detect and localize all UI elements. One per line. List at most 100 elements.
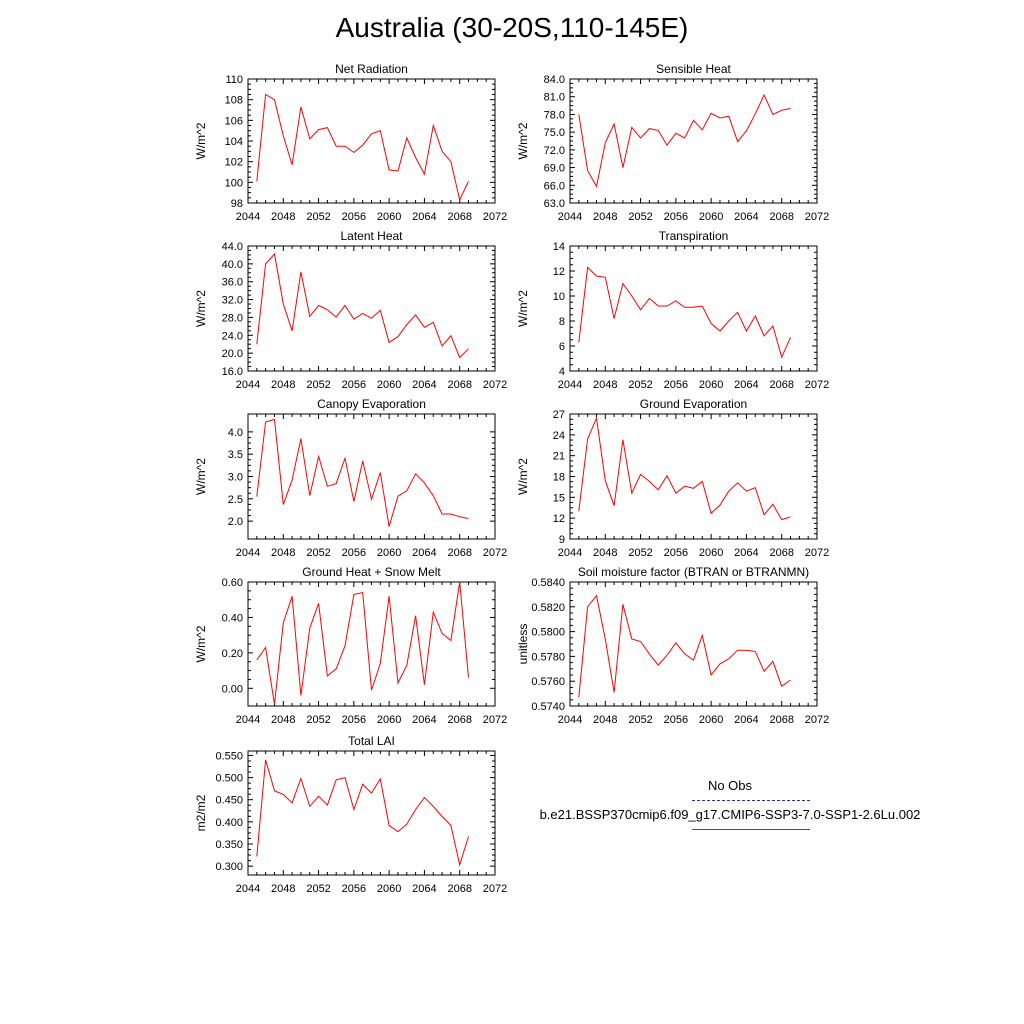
x-tick-label: 2068	[769, 211, 793, 223]
x-tick-label: 2064	[734, 379, 758, 391]
y-tick-label: 15	[553, 492, 565, 504]
y-axis-label: m2/m2	[194, 794, 208, 831]
y-tick-label: 0.5820	[531, 602, 565, 614]
plot-frame	[247, 413, 496, 540]
panel-5: Canopy Evaporation W/m^2 2044 2048 2052 2056 2…	[194, 397, 507, 559]
y-tick-label: 10	[553, 291, 565, 303]
y-tick-label: 0.20	[222, 648, 243, 660]
x-tick-label: 2060	[377, 211, 401, 223]
panel-8: Soil moisture factor (BTRAN or BTRANMN) u…	[516, 565, 829, 726]
series-line	[578, 416, 791, 521]
y-tick-label: 32.0	[222, 295, 243, 307]
y-tick-label: 0.00	[222, 683, 243, 695]
x-tick-label: 2068	[769, 379, 793, 391]
y-tick-label: 81.0	[544, 92, 565, 104]
y-tick-label: 75.0	[544, 127, 565, 139]
figure-title: Australia (30-20S,110-145E)	[335, 12, 689, 43]
x-tick-label: 2048	[271, 547, 295, 559]
y-tick-label: 27	[553, 409, 565, 421]
x-tick-label: 2048	[271, 714, 295, 726]
x-tick-label: 2064	[412, 714, 436, 726]
x-tick-label: 2052	[306, 547, 330, 559]
y-axis-label: W/m^2	[194, 625, 208, 662]
x-tick-label: 2044	[558, 379, 582, 391]
x-tick-label: 2064	[734, 547, 758, 559]
y-tick-label: 40.0	[222, 259, 243, 271]
x-tick-label: 2068	[447, 547, 471, 559]
y-tick-label: 21	[553, 451, 565, 463]
x-tick-label: 2048	[271, 211, 295, 223]
y-tick-label: 0.450	[215, 795, 243, 807]
y-tick-label: 24	[553, 430, 565, 442]
x-tick-label: 2060	[377, 379, 401, 391]
y-tick-label: 0.400	[215, 817, 243, 829]
y-tick-label: 78.0	[544, 109, 565, 121]
x-tick-label: 2072	[483, 211, 507, 223]
x-tick-label: 2060	[377, 714, 401, 726]
series-line	[578, 93, 791, 188]
x-tick-label: 2052	[628, 211, 652, 223]
x-tick-label: 2056	[664, 547, 688, 559]
x-tick-label: 2048	[593, 379, 617, 391]
series-line	[578, 266, 791, 359]
y-tick-label: 0.550	[215, 750, 243, 762]
x-tick-label: 2052	[628, 714, 652, 726]
x-tick-label: 2064	[412, 883, 436, 895]
panel-title: Ground Heat + Snow Melt	[302, 565, 441, 579]
series-line	[256, 759, 469, 867]
x-tick-label: 2044	[558, 714, 582, 726]
y-tick-label: 0.300	[215, 861, 243, 873]
x-tick-label: 2052	[306, 883, 330, 895]
y-tick-label: 6	[559, 341, 565, 353]
x-tick-label: 2052	[306, 211, 330, 223]
y-tick-label: 28.0	[222, 312, 243, 324]
y-tick-label: 0.5800	[531, 627, 565, 639]
y-axis-label: W/m^2	[194, 122, 208, 159]
y-tick-label: 104	[225, 136, 243, 148]
y-tick-label: 0.5840	[531, 577, 565, 589]
panel-title: Canopy Evaporation	[317, 397, 426, 411]
y-tick-label: 0.5780	[531, 651, 565, 663]
panel-9: Total LAI m2/m2 2044 2048 2052 2056 2060 2064 20…	[194, 734, 507, 895]
series-line	[256, 581, 469, 705]
y-tick-label: 63.0	[544, 198, 565, 210]
x-tick-label: 2060	[699, 714, 723, 726]
x-tick-label: 2044	[558, 211, 582, 223]
y-axis-label: unitless	[516, 624, 530, 665]
panel-title: Latent Heat	[340, 229, 403, 243]
panel-title: Sensible Heat	[656, 62, 731, 76]
y-tick-label: 0.5740	[531, 701, 565, 713]
x-tick-label: 2068	[769, 714, 793, 726]
y-tick-label: 18	[553, 472, 565, 484]
x-tick-label: 2056	[342, 883, 366, 895]
x-tick-label: 2060	[699, 211, 723, 223]
panel-title: Total LAI	[348, 734, 395, 748]
y-tick-label: 69.0	[544, 163, 565, 175]
panel-7: Ground Heat + Snow Melt W/m^2 2044 2048 2052…	[194, 565, 507, 726]
y-tick-label: 16.0	[222, 366, 243, 378]
y-tick-label: 2.5	[228, 494, 243, 506]
x-tick-label: 2072	[483, 883, 507, 895]
y-tick-label: 12	[553, 513, 565, 525]
plot-frame	[569, 581, 818, 707]
y-axis-label: W/m^2	[516, 458, 530, 495]
x-tick-label: 2072	[483, 547, 507, 559]
y-axis-label: W/m^2	[194, 458, 208, 495]
y-tick-label: 106	[225, 115, 243, 127]
x-tick-label: 2068	[447, 379, 471, 391]
x-tick-label: 2056	[664, 211, 688, 223]
x-tick-label: 2064	[412, 379, 436, 391]
y-tick-label: 84.0	[544, 74, 565, 86]
legend-case-label: b.e21.BSSP370cmip6.f09_g17.CMIP6-SSP3-7.…	[539, 807, 921, 822]
series-line	[256, 252, 469, 359]
x-tick-label: 2056	[342, 379, 366, 391]
y-tick-label: 3.0	[228, 472, 243, 484]
plot-frame	[569, 78, 818, 204]
y-tick-label: 12	[553, 266, 565, 278]
x-tick-label: 2072	[483, 379, 507, 391]
y-tick-label: 102	[225, 157, 243, 169]
x-tick-label: 2072	[805, 547, 829, 559]
x-tick-label: 2068	[447, 883, 471, 895]
y-tick-label: 24.0	[222, 330, 243, 342]
